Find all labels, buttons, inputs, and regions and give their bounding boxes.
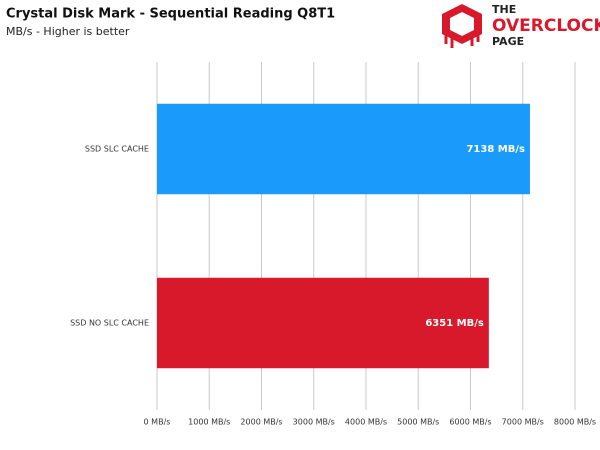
logo: THE OVERCLOCK PAGE <box>442 3 600 48</box>
logo-text: OVERCLOCK <box>492 16 600 36</box>
value-label: 7138 MB/s <box>466 144 525 155</box>
x-tick-label: 5000 MB/s <box>397 418 439 427</box>
logo-drips <box>444 34 480 48</box>
x-tick-label: 4000 MB/s <box>345 418 387 427</box>
x-tick-label: 1000 MB/s <box>188 418 230 427</box>
logo-text: PAGE <box>492 35 524 48</box>
x-tick-label: 3000 MB/s <box>293 418 335 427</box>
bar <box>157 103 530 195</box>
x-tick-label: 0 MB/s <box>144 418 171 427</box>
x-tick-label: 7000 MB/s <box>502 418 544 427</box>
value-label: 6351 MB/s <box>425 318 484 329</box>
x-tick-label: 2000 MB/s <box>240 418 282 427</box>
category-label: SSD SLC CACHE <box>85 145 149 154</box>
chart-subtitle: MB/s - Higher is better <box>6 25 130 38</box>
x-tick-label: 8000 MB/s <box>554 418 596 427</box>
category-label: SSD NO SLC CACHE <box>70 319 149 328</box>
logo-icon-inner <box>450 12 474 36</box>
logo-text: THE <box>492 3 516 16</box>
bar <box>157 277 489 369</box>
chart-title: Crystal Disk Mark - Sequential Reading Q… <box>6 7 335 22</box>
x-tick-label: 6000 MB/s <box>449 418 491 427</box>
